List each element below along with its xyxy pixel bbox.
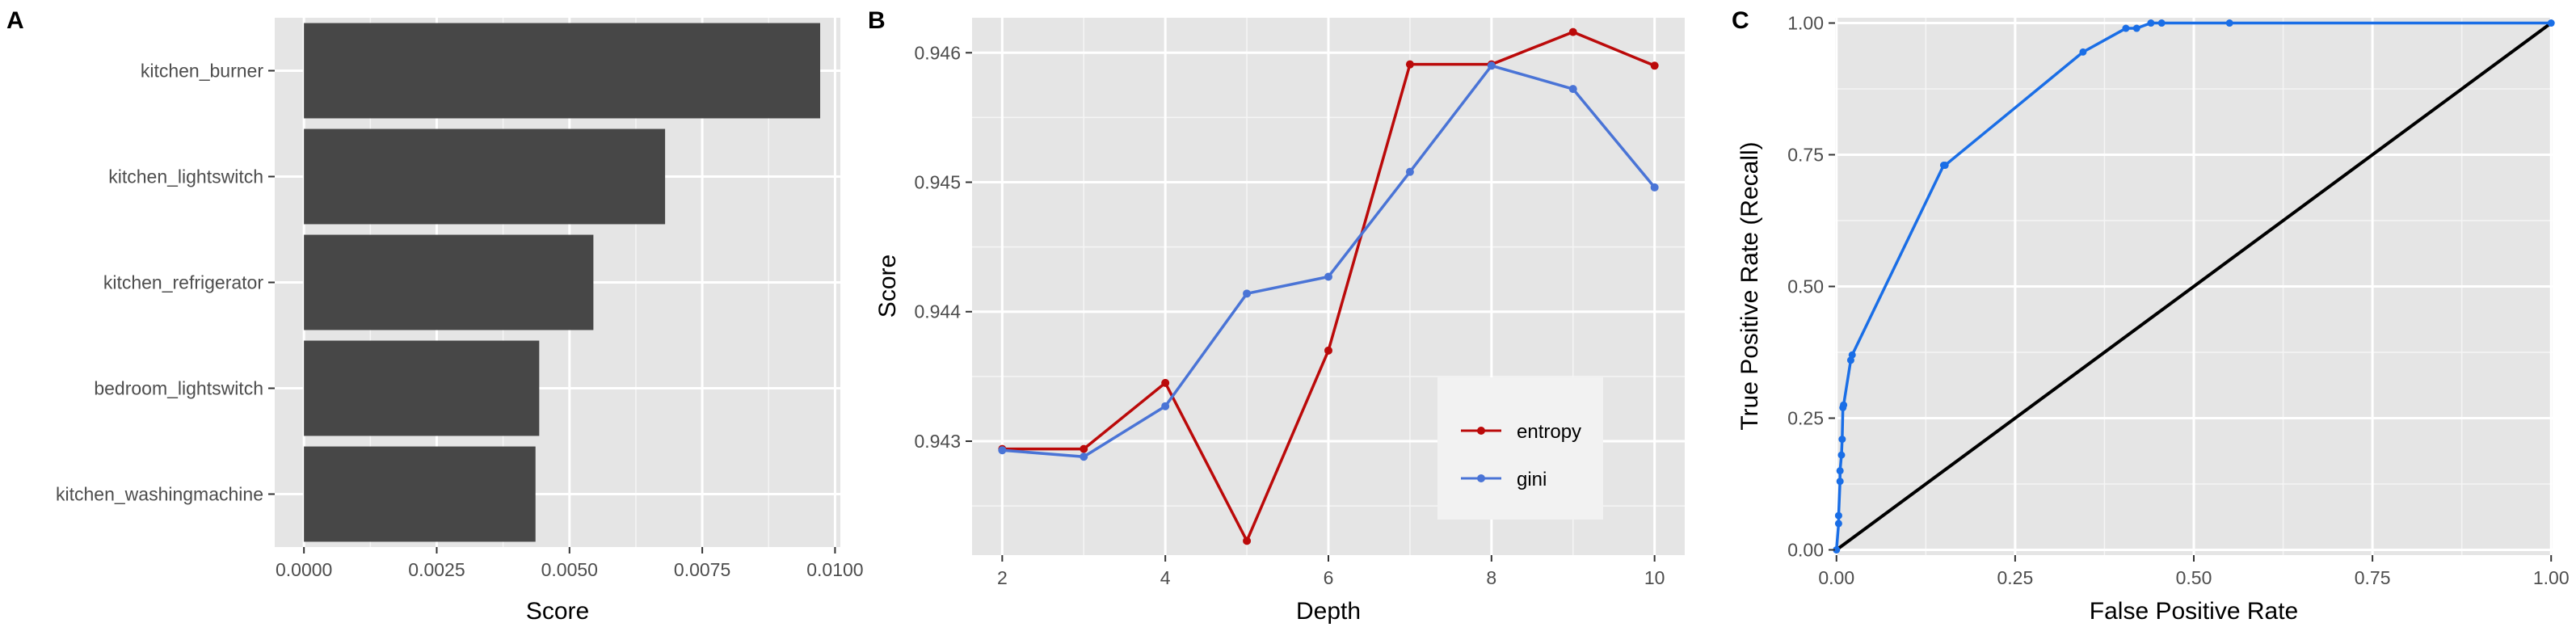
y-tick-label: 0.944 <box>914 301 961 322</box>
x-tick-label: 0.0050 <box>541 559 598 580</box>
bar <box>304 128 666 225</box>
panel-b-letter: B <box>868 7 886 34</box>
y-tick-label: 0.945 <box>914 172 961 193</box>
point-gini <box>1405 167 1414 176</box>
bar <box>304 340 540 436</box>
legend-box <box>1437 377 1603 520</box>
panel-b-x-ticks: 2 4 6 8 10 <box>997 555 1665 588</box>
panel-b-grid <box>972 18 1685 555</box>
category-label: bedroom_lightswitch <box>94 378 263 399</box>
panel-c-x-axis-title: False Positive Rate <box>2090 598 2298 625</box>
panel-a-x-ticks: 0.0000 0.0025 0.0050 0.0075 0.0100 <box>276 547 864 580</box>
roc-point <box>2079 48 2087 56</box>
panel-a-bars <box>304 23 821 542</box>
point-gini <box>1568 85 1577 94</box>
point-gini <box>998 446 1007 455</box>
legend-gini-label: gini <box>1517 469 1547 490</box>
panel-a: A kitchen_burnerkitchen_lightswitchkitch… <box>6 7 864 625</box>
panel-c-y-ticks: 0.00 0.25 0.50 0.75 1.00 <box>1787 13 1835 560</box>
point-entropy <box>1080 444 1088 453</box>
roc-point <box>2157 19 2166 27</box>
roc-point <box>1834 511 1842 520</box>
panel-b-y-axis-title: Score <box>874 255 901 318</box>
x-tick-label: 0.50 <box>2176 567 2212 588</box>
panel-b-y-ticks: 0.943 0.944 0.945 0.946 <box>914 42 972 452</box>
panel-b-x-axis-title: Depth <box>1296 598 1361 625</box>
panel-b-legend: entropy gini <box>1437 377 1603 520</box>
roc-point <box>1941 162 1949 170</box>
x-tick-label: 10 <box>1644 567 1665 588</box>
bar <box>304 234 594 330</box>
point-gini <box>1650 183 1659 192</box>
y-tick-label: 1.00 <box>1787 13 1824 34</box>
panel-c-x-ticks: 0.00 0.25 0.50 0.75 1.00 <box>1818 555 2570 588</box>
point-gini <box>1161 402 1170 410</box>
point-gini <box>1487 61 1496 70</box>
y-tick-label: 0.946 <box>914 42 961 63</box>
x-tick-label: 6 <box>1324 567 1334 588</box>
roc-point <box>1837 451 1846 459</box>
panel-c: C 0.00 0.25 0.50 0.75 1.00 0.00 0.25 0.50 0.75 1… <box>1732 7 2570 625</box>
roc-point <box>2122 24 2130 32</box>
roc-point <box>2225 19 2233 27</box>
panel-c-y-axis-title: True Positive Rate (Recall) <box>1736 141 1763 430</box>
bar <box>304 23 821 119</box>
panel-a-category-labels: kitchen_burner kitchen_lightswitchkitchen… <box>56 61 275 505</box>
legend-entropy-label: entropy <box>1517 421 1581 443</box>
x-tick-label: 4 <box>1160 567 1171 588</box>
y-tick-label: 0.50 <box>1787 276 1824 297</box>
x-tick-label: 0.0100 <box>806 559 863 580</box>
panel-b: B 2 4 6 8 10 0.943 0.944 0.945 0.946 Depth Scor… <box>868 7 1685 625</box>
panel-a-x-axis-title: Score <box>526 598 589 625</box>
roc-point <box>1840 401 1848 409</box>
roc-point <box>1848 351 1856 359</box>
roc-point <box>1836 467 1844 475</box>
x-tick-label: 0.0000 <box>276 559 332 580</box>
roc-point <box>2147 19 2155 27</box>
point-entropy <box>1161 378 1170 387</box>
roc-point <box>1838 436 1846 444</box>
point-gini <box>1080 452 1088 461</box>
x-tick-label: 0.0075 <box>674 559 730 580</box>
x-tick-label: 2 <box>997 567 1008 588</box>
y-tick-label: 0.943 <box>914 431 961 452</box>
x-tick-label: 0.00 <box>1818 567 1854 588</box>
category-label: kitchen_refrigerator <box>103 272 263 293</box>
roc-point <box>1836 478 1844 486</box>
x-tick-label: 1.00 <box>2533 567 2570 588</box>
legend-entropy-marker <box>1477 427 1485 435</box>
category-label: kitchen_washingmachine <box>56 484 263 505</box>
point-entropy <box>1324 346 1332 355</box>
x-tick-label: 0.25 <box>1997 567 2034 588</box>
roc-point <box>1834 520 1842 528</box>
roc-point <box>2132 24 2140 32</box>
point-entropy <box>1243 537 1252 545</box>
y-tick-label: 0.25 <box>1787 407 1824 428</box>
legend-gini-marker <box>1477 474 1485 482</box>
point-gini <box>1243 289 1252 298</box>
point-gini <box>1324 272 1332 281</box>
y-tick-label: 0.00 <box>1787 539 1824 560</box>
point-entropy <box>1568 27 1577 36</box>
roc-point <box>2547 19 2555 27</box>
x-tick-label: 0.75 <box>2355 567 2391 588</box>
roc-point <box>1833 545 1841 554</box>
panel-c-lines <box>1833 19 2555 554</box>
diagonal-reference-line <box>1835 21 2553 552</box>
y-tick-label: 0.75 <box>1787 145 1824 166</box>
x-tick-label: 0.0025 <box>408 559 465 580</box>
category-label: kitchen_lightswitch <box>108 166 263 187</box>
category-label: kitchen_burner <box>141 61 263 82</box>
point-entropy <box>1405 60 1414 69</box>
x-tick-label: 8 <box>1486 567 1496 588</box>
panel-a-letter: A <box>6 7 24 34</box>
bar <box>304 446 536 542</box>
panel-c-letter: C <box>1732 7 1749 34</box>
panel-b-lines <box>998 27 1659 545</box>
point-entropy <box>1650 61 1659 70</box>
